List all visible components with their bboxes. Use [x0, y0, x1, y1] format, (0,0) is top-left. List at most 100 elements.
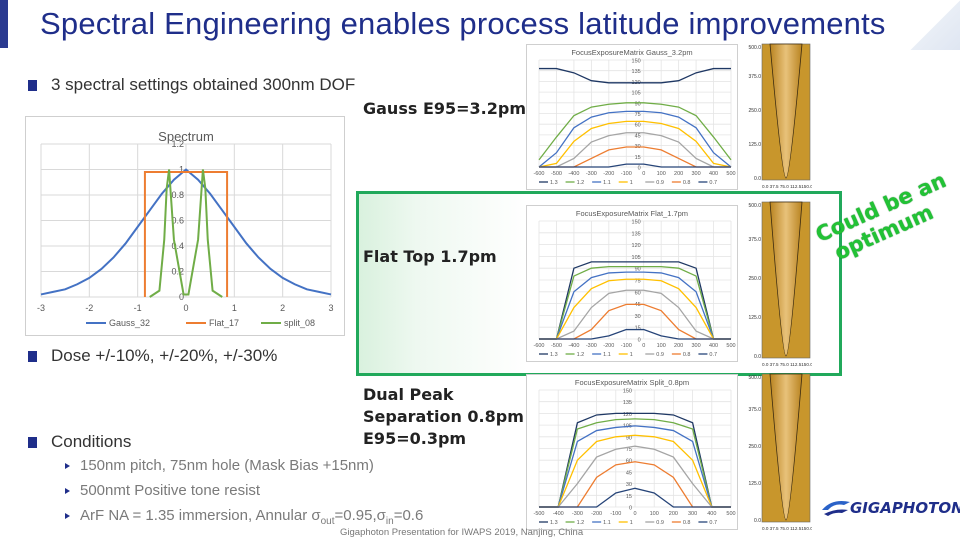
y-tick-label: 75 — [626, 447, 632, 453]
arf-in-sub: in — [385, 516, 394, 527]
legend-label: 1.2 — [577, 352, 585, 358]
x-tick-label: -300 — [572, 511, 583, 517]
y-tick-label: 375.0 — [748, 237, 761, 243]
arf-mid: =0.95,σ — [334, 507, 386, 524]
x-tick-label: 100 — [657, 171, 666, 177]
resist-hole-profile — [769, 373, 803, 521]
legend-label: 0.9 — [656, 180, 664, 186]
x-tick-label: -100 — [610, 511, 621, 517]
resist-profile-split: 500.0 375.0 250.0 125.0 0.00.0 37.5 75.0 112… — [748, 373, 812, 531]
legend-label: 1 — [630, 180, 633, 186]
slide-title: Spectral Engineering enables process lat… — [40, 6, 886, 41]
x-tick-label: 300 — [691, 171, 700, 177]
legend-label: 0.7 — [709, 352, 717, 358]
x-tick-label: 0 — [633, 511, 636, 517]
label-flat: Flat Top 1.7pm — [363, 247, 497, 266]
series-line-0.9 — [539, 132, 731, 168]
y-tick-label: 60 — [635, 123, 641, 129]
x-tick-label: 400 — [709, 171, 718, 177]
y-tick-label: 0.6 — [171, 216, 184, 226]
y-tick-label: 15 — [635, 155, 641, 161]
x-tick-label: 400 — [707, 511, 716, 517]
y-tick-label: 45 — [635, 302, 641, 308]
series-line-0.9 — [539, 289, 731, 340]
y-tick-label: 500.0 — [748, 375, 761, 381]
y-tick-label: 150 — [623, 389, 632, 395]
y-tick-label: 150 — [632, 59, 641, 65]
bullet-square-icon — [28, 437, 37, 449]
x-tick-label: 400 — [709, 343, 718, 349]
fem-chart-gauss-panel: FocusExposureMatrix Gauss_3.2pm 0 15 30 45 60… — [526, 44, 738, 190]
series-line-1.2 — [539, 418, 731, 508]
resist-hole-profile — [769, 43, 803, 179]
series-line-Flat_17 — [143, 171, 229, 297]
logo-text: GIGAPHOTON — [850, 499, 960, 517]
bullet-text: Conditions — [51, 432, 132, 451]
sub-bullet-text: 150nm pitch, 75nm hole (Mask Bias +15nm) — [80, 457, 374, 474]
x-tick-label: -500 — [551, 171, 562, 177]
series-line-1 — [539, 434, 731, 508]
y-tick-label: 250.0 — [748, 444, 761, 450]
y-tick-label: 60 — [626, 459, 632, 465]
fem-chart-split: FocusExposureMatrix Split_0.8pm 0 15 30 45 60… — [533, 378, 735, 526]
legend-label: 1.3 — [550, 352, 558, 358]
x-tick-label: -2 — [85, 303, 93, 313]
y-tick-label: 0 — [638, 166, 641, 172]
y-tick-label: 375.0 — [748, 74, 761, 80]
x-tick-label: 0 — [642, 343, 645, 349]
x-tick-label: 300 — [688, 511, 697, 517]
x-tick-label: -200 — [603, 171, 614, 177]
resist-profile-flat: 500.0 375.0 250.0 125.0 0.00.0 37.5 75.0 112… — [748, 201, 812, 367]
legend-label: 1.2 — [577, 520, 585, 526]
y-tick-label: 105 — [632, 255, 641, 261]
series-line-1.1 — [538, 110, 732, 168]
y-tick-label: 90 — [626, 435, 632, 441]
y-tick-label: 30 — [626, 482, 632, 488]
x-tick-label: 0.0 37.5 75.0 112.5150.0 — [762, 362, 812, 367]
fem-chart-gauss: FocusExposureMatrix Gauss_3.2pm015304560… — [533, 48, 735, 186]
x-tick-label: -3 — [37, 303, 45, 313]
bullet-dof: 3 spectral settings obtained 300nm DOF — [28, 75, 355, 95]
corner-decoration — [910, 0, 960, 50]
x-tick-label: 2 — [280, 303, 285, 313]
y-tick-label: 90 — [635, 101, 641, 107]
series-line-1.2 — [539, 265, 731, 340]
y-tick-label: 0.0 — [754, 176, 761, 182]
x-tick-label: 300 — [691, 343, 700, 349]
y-tick-label: 0.0 — [754, 518, 761, 524]
y-tick-label: 105 — [632, 91, 641, 97]
optimum-callout: Could be an optimum — [812, 168, 959, 269]
y-tick-label: 45 — [626, 470, 632, 476]
x-tick-label: 500 — [726, 511, 735, 517]
x-tick-label: 1 — [232, 303, 237, 313]
x-tick-label: -400 — [553, 511, 564, 517]
y-tick-label: 45 — [635, 133, 641, 139]
y-tick-label: 1 — [179, 165, 184, 175]
resist-hole-profile — [769, 201, 803, 357]
y-tick-label: 75 — [635, 279, 641, 285]
label-dual-line: Separation 0.8pm — [363, 407, 524, 426]
y-tick-label: 125.0 — [748, 315, 761, 321]
x-tick-label: 500 — [726, 171, 735, 177]
y-tick-label: 125.0 — [748, 481, 761, 487]
x-tick-label: -500 — [533, 511, 544, 517]
legend-label: 1.2 — [577, 180, 585, 186]
y-tick-label: 0.2 — [171, 267, 184, 277]
series-line-1 — [538, 120, 732, 168]
x-tick-label: 0.0 37.5 75.0 112.5150.0 — [762, 184, 812, 189]
series-line-1.3 — [539, 67, 731, 84]
x-tick-label: 0 — [642, 171, 645, 177]
x-tick-label: -300 — [586, 171, 597, 177]
y-tick-label: 0 — [638, 338, 641, 344]
label-gauss: Gauss E95=3.2pm — [363, 99, 527, 118]
y-tick-label: 0.4 — [171, 241, 184, 251]
series-line-1 — [539, 278, 731, 340]
series-line-1.1 — [539, 425, 731, 508]
legend-label: 0.7 — [709, 520, 717, 526]
fem-chart-flat-panel: FocusExposureMatrix Flat_1.7pm 0 15 30 45 60 7… — [526, 205, 738, 362]
bullet-square-icon — [28, 80, 37, 92]
footer-text: Gigaphoton Presentation for IWAPS 2019, … — [340, 527, 584, 538]
x-tick-label: -500 — [551, 343, 562, 349]
legend-label: 1.3 — [550, 520, 558, 526]
y-tick-label: 1.2 — [171, 139, 184, 149]
